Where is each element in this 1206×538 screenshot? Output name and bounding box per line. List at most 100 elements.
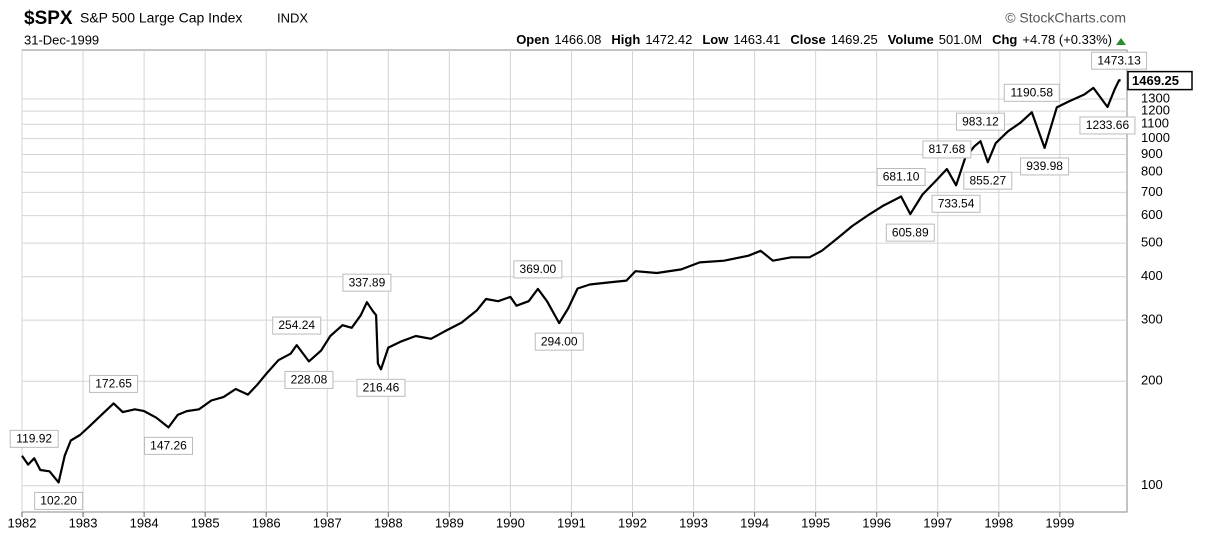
exchange: INDX <box>277 10 308 25</box>
y-tick-label: 1200 <box>1141 103 1170 118</box>
annotation-label: 681.10 <box>883 170 920 184</box>
annotation-label: 216.46 <box>363 380 400 394</box>
quote-label: Open <box>516 32 549 47</box>
annotation-label: 939.98 <box>1026 159 1063 173</box>
x-tick-label: 1986 <box>252 515 281 530</box>
price-line <box>21 79 1121 484</box>
annotation-label: 1233.66 <box>1086 118 1130 132</box>
annotation-box <box>1079 116 1136 135</box>
annotation-label: 172.65 <box>95 377 132 391</box>
x-tick-label: 1999 <box>1045 515 1074 530</box>
x-tick-label: 1994 <box>740 515 769 530</box>
annotation-box <box>955 112 1005 131</box>
annotation-box <box>144 436 194 455</box>
index-name: S&P 500 Large Cap Index <box>80 10 242 26</box>
x-tick-label: 1995 <box>801 515 830 530</box>
annotation: 855.27 <box>963 171 1013 190</box>
annotation-box <box>1003 83 1060 102</box>
annotation-box <box>534 332 584 351</box>
symbol: $SPX <box>24 8 73 29</box>
annotation-box <box>876 168 926 187</box>
annotation: 369.00 <box>513 260 563 279</box>
annotation-box <box>356 378 406 397</box>
last-price-label: 1469.25 <box>1132 73 1179 88</box>
annotation-box <box>963 171 1013 190</box>
annotation-box <box>272 316 322 335</box>
annotation-box <box>284 370 334 389</box>
x-tick-label: 1990 <box>496 515 525 530</box>
quote-label: High <box>611 32 640 47</box>
annotation-label: 733.54 <box>938 196 975 210</box>
annotation-box <box>1020 157 1070 176</box>
last-price-box <box>1127 70 1193 91</box>
annotation: 216.46 <box>356 378 406 397</box>
y-tick-label: 700 <box>1141 184 1163 199</box>
annotation: 1233.66 <box>1079 116 1136 135</box>
annotation-box <box>9 429 59 448</box>
annotation: 939.98 <box>1020 157 1070 176</box>
annotation: 294.00 <box>534 332 584 351</box>
annotation-label: 605.89 <box>892 225 929 239</box>
annotation: 254.24 <box>272 316 322 335</box>
quote-label: Volume <box>888 32 934 47</box>
annotation-box <box>89 374 139 393</box>
annotation-box <box>513 260 563 279</box>
annotation: 681.10 <box>876 168 926 187</box>
y-tick-label: 200 <box>1141 373 1163 388</box>
annotation: 817.68 <box>922 140 972 159</box>
quote-value: 501.0M <box>939 32 982 47</box>
x-tick-label: 1983 <box>69 515 98 530</box>
annotation: 1190.58 <box>1003 83 1060 102</box>
annotation-label: 102.20 <box>40 494 77 508</box>
y-tick-label: 100 <box>1141 477 1163 492</box>
annotation-label: 119.92 <box>16 432 52 446</box>
annotation: 102.20 <box>34 491 84 510</box>
annotation: 1473.13 <box>1091 51 1148 70</box>
annotation-box <box>931 194 981 213</box>
annotation-box <box>922 140 972 159</box>
last-price: 1469.25 <box>1127 70 1193 91</box>
credit: © StockCharts.com <box>1005 10 1126 26</box>
x-tick-label: 1993 <box>679 515 708 530</box>
date: 31-Dec-1999 <box>24 32 99 47</box>
quote-label: Chg <box>992 32 1017 47</box>
annotation-label: 369.00 <box>520 262 557 276</box>
annotation-label: 294.00 <box>541 334 578 348</box>
y-tick-label: 500 <box>1141 235 1163 250</box>
annotation-label: 147.26 <box>150 439 187 453</box>
annotation: 119.92 <box>9 429 59 448</box>
quote-line: Open 1466.08 High 1472.42 Low 1463.41 Close 146… <box>516 32 1112 47</box>
annotation: 337.89 <box>342 273 392 292</box>
x-tick-label: 1982 <box>8 515 37 530</box>
annotation: 605.89 <box>885 223 935 242</box>
y-tick-label: 800 <box>1141 164 1163 179</box>
x-tick-label: 1988 <box>374 515 403 530</box>
quote-value: 1466.08 <box>554 32 601 47</box>
y-tick-label: 300 <box>1141 312 1163 327</box>
annotation: 983.12 <box>955 112 1005 131</box>
quote-value: 1472.42 <box>645 32 692 47</box>
annotation-label: 1190.58 <box>1011 85 1054 99</box>
annotation: 733.54 <box>931 194 981 213</box>
x-tick-label: 1997 <box>923 515 952 530</box>
annotation-box <box>342 273 392 292</box>
x-tick-label: 1985 <box>191 515 220 530</box>
x-tick-label: 1984 <box>130 515 159 530</box>
annotation: 172.65 <box>89 374 139 393</box>
y-tick-label: 1000 <box>1141 130 1170 145</box>
y-tick-label: 400 <box>1141 268 1163 283</box>
y-tick-label: 1100 <box>1141 116 1169 131</box>
annotation-box <box>34 491 84 510</box>
x-tick-label: 1987 <box>313 515 342 530</box>
x-tick-label: 1998 <box>984 515 1013 530</box>
annotation-label: 983.12 <box>962 114 999 128</box>
quote-label: Close <box>790 32 825 47</box>
x-tick-label: 1989 <box>435 515 464 530</box>
up-arrow <box>1116 38 1126 45</box>
quote-label: Low <box>702 32 729 47</box>
y-tick-label: 900 <box>1141 146 1163 161</box>
annotation-box <box>1091 51 1148 70</box>
quote-value: 1469.25 <box>831 32 878 47</box>
annotation-label: 1473.13 <box>1097 53 1141 67</box>
quote-value: +4.78 (+0.33%) <box>1022 32 1112 47</box>
